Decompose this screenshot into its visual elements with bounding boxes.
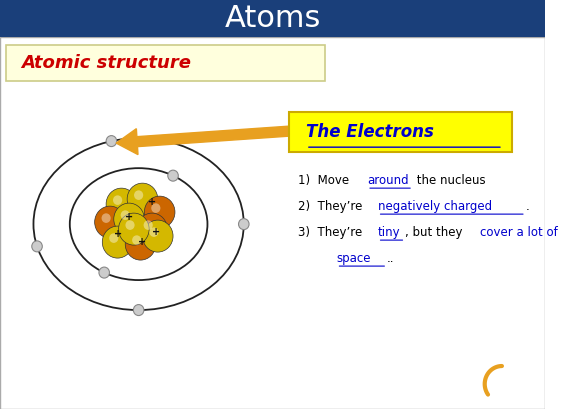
Circle shape xyxy=(142,220,173,252)
Text: +: + xyxy=(139,237,146,247)
Text: 3)  They’re: 3) They’re xyxy=(298,226,367,239)
Circle shape xyxy=(119,213,149,245)
FancyBboxPatch shape xyxy=(289,112,512,152)
Circle shape xyxy=(168,170,178,181)
Circle shape xyxy=(114,203,144,235)
FancyArrow shape xyxy=(116,126,289,155)
Circle shape xyxy=(133,305,144,316)
Text: Atoms: Atoms xyxy=(224,4,321,33)
Circle shape xyxy=(125,228,156,260)
Circle shape xyxy=(144,220,153,230)
Circle shape xyxy=(137,213,168,245)
Text: negatively charged: negatively charged xyxy=(378,200,492,213)
Text: +: + xyxy=(148,197,156,207)
Text: +: + xyxy=(125,212,133,222)
Circle shape xyxy=(149,227,158,237)
FancyBboxPatch shape xyxy=(6,45,325,81)
Text: ..: .. xyxy=(387,252,394,265)
Circle shape xyxy=(113,196,122,205)
Circle shape xyxy=(99,267,109,278)
Text: space: space xyxy=(336,252,371,265)
Circle shape xyxy=(238,219,249,229)
Text: , but they: , but they xyxy=(405,226,467,239)
Circle shape xyxy=(144,196,175,228)
Text: around: around xyxy=(367,174,409,187)
Circle shape xyxy=(102,226,133,258)
Circle shape xyxy=(32,241,42,252)
Circle shape xyxy=(121,210,130,220)
Circle shape xyxy=(151,203,160,213)
Text: +: + xyxy=(152,227,160,237)
Circle shape xyxy=(132,235,141,245)
FancyBboxPatch shape xyxy=(0,0,545,37)
Circle shape xyxy=(95,206,125,238)
Circle shape xyxy=(101,213,111,223)
FancyBboxPatch shape xyxy=(0,37,545,409)
Circle shape xyxy=(109,233,119,243)
Circle shape xyxy=(125,220,135,230)
Text: +: + xyxy=(113,229,121,239)
Circle shape xyxy=(127,183,158,215)
Text: tiny: tiny xyxy=(378,226,400,239)
Circle shape xyxy=(106,136,117,146)
Text: Atomic structure: Atomic structure xyxy=(21,54,191,72)
Text: 1)  Move: 1) Move xyxy=(298,174,353,187)
Circle shape xyxy=(106,188,137,220)
Text: cover a lot of: cover a lot of xyxy=(480,226,557,239)
Text: 2)  They’re: 2) They’re xyxy=(298,200,367,213)
Text: .: . xyxy=(526,200,530,213)
Circle shape xyxy=(134,190,143,200)
Text: The Electrons: The Electrons xyxy=(306,123,434,141)
Text: the nucleus: the nucleus xyxy=(413,174,486,187)
